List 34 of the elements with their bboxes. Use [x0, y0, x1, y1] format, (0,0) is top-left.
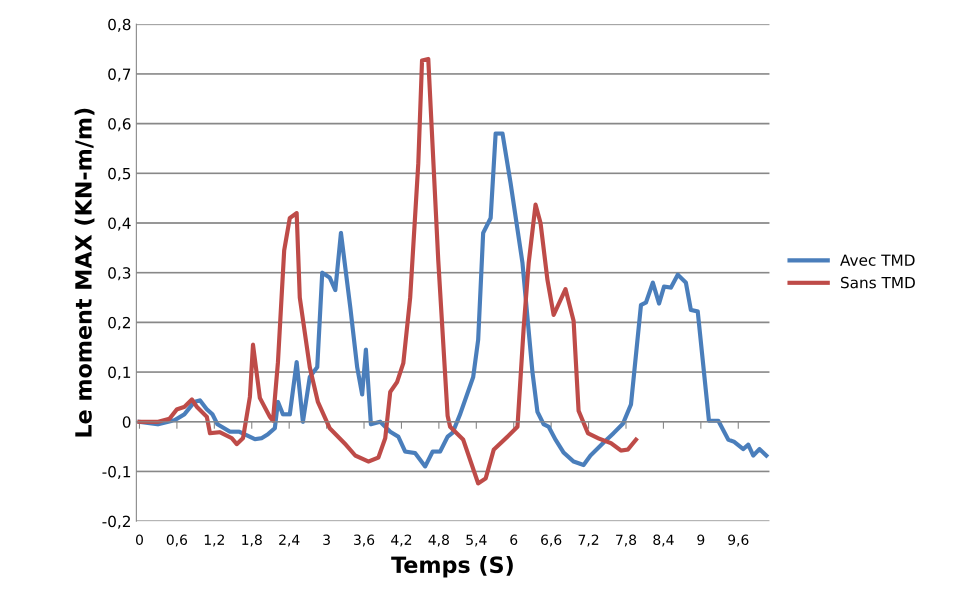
- x-tick-label: 6: [510, 534, 518, 546]
- x-tick-label: 0,6: [166, 534, 188, 546]
- x-tick-label: 9: [697, 534, 704, 546]
- y-axis-title: Le moment MAX (KN-m/m): [74, 108, 94, 437]
- legend-label: Avec TMD: [840, 254, 915, 266]
- y-tick-label: 0,8: [108, 18, 130, 32]
- line-series: [137, 56, 638, 486]
- y-tick-label: 0,1: [108, 366, 130, 380]
- line-series: [137, 131, 768, 469]
- y-tick-label: -0,1: [102, 466, 130, 480]
- x-tick-label: 1,2: [204, 534, 224, 546]
- y-tick-label: 0,6: [108, 118, 131, 132]
- x-tick-label: 3,6: [354, 534, 374, 546]
- x-tick-label: 0: [136, 534, 143, 546]
- y-tick-label: 0,2: [108, 316, 130, 330]
- y-tick-label: 0,7: [108, 68, 130, 82]
- x-tick-label: 1,8: [242, 534, 262, 546]
- y-tick-label: 0,4: [108, 217, 131, 231]
- x-axis-title: Temps (S): [391, 556, 513, 578]
- x-tick-label: 7,8: [616, 534, 636, 546]
- y-tick-label: 0,5: [108, 168, 130, 181]
- y-tick-label: -0,2: [102, 516, 130, 529]
- x-tick-label: 4,8: [428, 534, 449, 546]
- y-tick-label: 0: [122, 416, 130, 428]
- x-tick-label: 4,2: [391, 534, 412, 546]
- x-tick-label: 8,4: [653, 534, 674, 546]
- x-tick-label: 6,6: [541, 534, 562, 546]
- x-tick-label: 3: [323, 534, 330, 546]
- x-tick-label: 9,6: [728, 534, 748, 546]
- x-tick-label: 7,2: [578, 534, 598, 546]
- legend-label: Sans TMD: [840, 276, 915, 288]
- y-tick-label: 0,3: [108, 267, 130, 280]
- x-tick-label: 5,4: [466, 534, 487, 546]
- x-tick-label: 2,4: [279, 534, 300, 546]
